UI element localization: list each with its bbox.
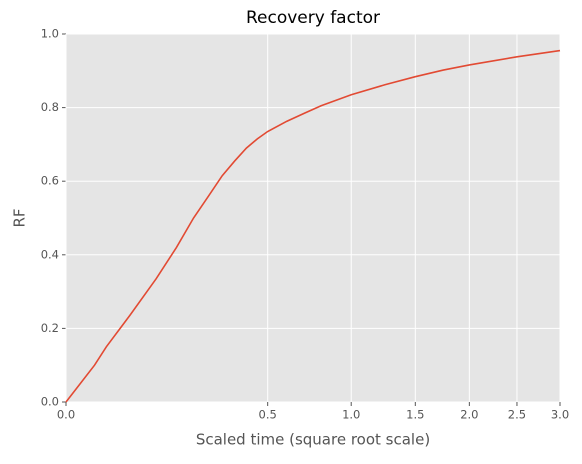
y-tick-label: 0.4: [41, 247, 59, 261]
y-axis-label: RF: [11, 208, 29, 227]
x-tick-label: 0.0: [57, 408, 75, 422]
line: [65, 49, 561, 403]
x-tick-label: 1.0: [342, 408, 360, 422]
y-tick-label: 0.0: [41, 395, 59, 409]
x-tick-label: 0.5: [259, 408, 277, 422]
y-tick-label: 0.6: [41, 174, 59, 188]
chart-title: Recovery factor: [246, 8, 380, 28]
x-axis-label: Scaled time (square root scale): [196, 431, 430, 449]
y-tick-label: 0.8: [41, 100, 59, 114]
x-tick-label: 1.5: [406, 408, 424, 422]
y-tick-label: 0.2: [41, 321, 59, 335]
x-tick-label: 2.0: [460, 408, 478, 422]
x-tick-label: 2.5: [508, 408, 526, 422]
y-tick-label: 1.0: [41, 27, 59, 41]
plot-area: [66, 34, 560, 402]
x-tick-label: 3.0: [551, 408, 569, 422]
